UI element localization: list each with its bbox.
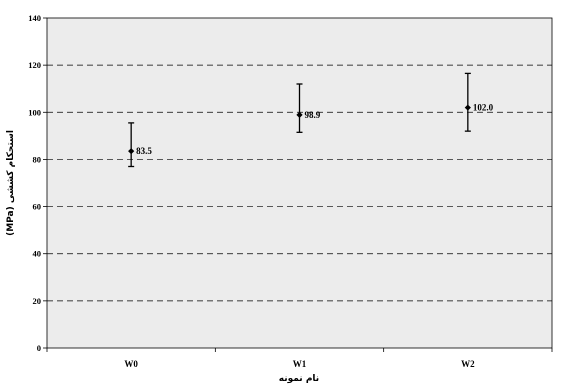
x-tick-label: W0	[124, 359, 138, 369]
data-label: 102.0	[473, 103, 494, 113]
y-axis-title: استحکام کششی (MPa)	[6, 130, 16, 236]
y-tick-label: 100	[28, 107, 41, 117]
x-tick-label: W2	[461, 359, 475, 369]
y-tick-label: 60	[33, 202, 42, 212]
x-axis-title: نام نمونه	[279, 374, 319, 384]
x-tick-label: W1	[293, 359, 307, 369]
data-label: 83.5	[136, 146, 152, 156]
x-axis: W0 W1 W2	[46, 348, 553, 369]
y-tick-label: 40	[33, 249, 42, 259]
y-tick-label: 0	[37, 343, 41, 353]
data-label: 98.9	[305, 110, 321, 120]
plot-area	[46, 17, 553, 349]
y-tick-label: 20	[33, 296, 42, 306]
y-tick-label: 80	[33, 154, 42, 164]
y-axis: 0 20 40 60 80 100 120 140	[28, 13, 47, 353]
y-tick-label: 120	[28, 60, 41, 70]
data-marks: 83.5 98.9 102.0	[128, 72, 494, 168]
y-tick-label: 140	[28, 13, 41, 23]
